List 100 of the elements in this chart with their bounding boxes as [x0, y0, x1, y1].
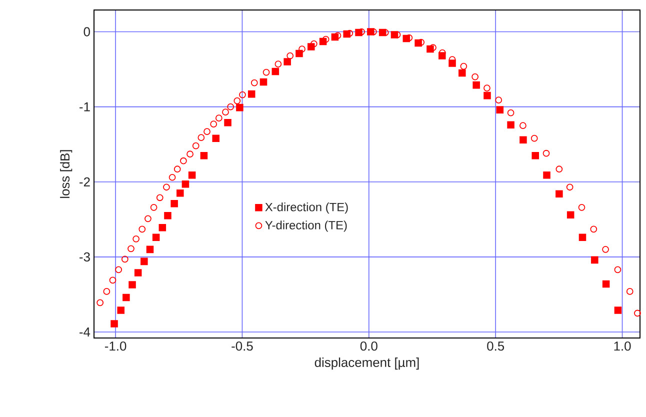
point: [262, 68, 270, 76]
point: [272, 68, 280, 76]
point: [115, 266, 122, 274]
point: [495, 96, 502, 104]
point: [234, 97, 241, 104]
x-tick-label: 0.0: [360, 342, 378, 351]
point: [484, 84, 490, 92]
point: [182, 180, 190, 188]
point: [224, 118, 232, 126]
point: [227, 103, 234, 110]
x-axis-title: displacement [µm]: [314, 358, 419, 370]
point: [286, 52, 294, 60]
point: [168, 174, 176, 181]
point: [543, 171, 550, 179]
y-tick-label: -1: [80, 102, 90, 112]
point: [103, 288, 110, 295]
point: [134, 269, 142, 276]
point: [310, 40, 318, 48]
point: [188, 171, 196, 179]
point: [117, 306, 124, 314]
point: [566, 184, 574, 191]
point: [542, 150, 550, 157]
point: [284, 58, 291, 66]
point: [122, 294, 130, 302]
point: [174, 166, 181, 173]
y-tick-label: -4: [80, 328, 90, 336]
point: [556, 166, 563, 173]
point: [260, 78, 268, 86]
point: [128, 245, 134, 252]
point: [210, 120, 218, 128]
point: [176, 190, 184, 197]
point: [460, 62, 468, 70]
point: [150, 204, 158, 211]
x-tick-label: 0.5: [487, 342, 504, 351]
point: [96, 299, 104, 306]
point: [334, 32, 342, 39]
point: [458, 69, 466, 77]
point: [236, 104, 244, 112]
point: [121, 256, 128, 263]
point: [192, 142, 200, 150]
point: [430, 44, 436, 51]
point: [132, 235, 140, 242]
point: [614, 266, 622, 274]
point: [590, 226, 598, 233]
legend-label: Y-direction (TE): [265, 220, 347, 232]
point: [578, 204, 586, 211]
y-tick-label: -3: [80, 252, 90, 262]
x-tick-label: -0.5: [232, 342, 253, 351]
point: [186, 150, 194, 158]
point: [180, 157, 187, 164]
point: [556, 190, 563, 198]
y-tick-label: 0: [84, 27, 90, 36]
x-tick-label: 1.0: [614, 342, 631, 351]
point: [163, 184, 170, 191]
point: [250, 79, 258, 86]
point: [472, 81, 480, 89]
point: [626, 288, 634, 295]
point: [200, 152, 208, 160]
y-axis-title: loss [dB]: [60, 150, 72, 198]
point: [530, 134, 538, 142]
point: [602, 280, 610, 288]
y-tick-label: -2: [80, 177, 90, 186]
point: [109, 276, 116, 284]
legend-label: X-direction (TE): [265, 202, 348, 214]
point: [198, 134, 205, 142]
point: [215, 114, 222, 122]
point: [566, 211, 574, 219]
point: [298, 46, 306, 52]
point: [138, 226, 146, 233]
point: [239, 91, 246, 98]
point: [520, 136, 527, 144]
point: [634, 310, 641, 317]
point: [484, 92, 491, 100]
point: [156, 194, 164, 202]
point: [248, 90, 256, 98]
point: [158, 224, 166, 232]
point: [144, 215, 152, 222]
point: [472, 73, 479, 80]
point: [274, 60, 282, 68]
point: [204, 128, 210, 136]
point: [507, 121, 514, 128]
point: [152, 234, 160, 242]
point: [496, 106, 504, 114]
point: [146, 246, 154, 254]
point: [110, 320, 118, 328]
point: [128, 281, 136, 288]
point: [507, 109, 514, 116]
point: [602, 246, 609, 253]
point: [140, 258, 148, 266]
x-tick-label: -1.0: [104, 342, 126, 351]
point: [591, 256, 598, 264]
point: [164, 212, 172, 220]
point: [170, 200, 178, 208]
point: [212, 134, 220, 142]
point: [296, 50, 303, 58]
point: [222, 108, 229, 116]
point: [578, 234, 586, 242]
point: [532, 152, 540, 160]
point: [322, 36, 330, 43]
point: [614, 306, 622, 314]
